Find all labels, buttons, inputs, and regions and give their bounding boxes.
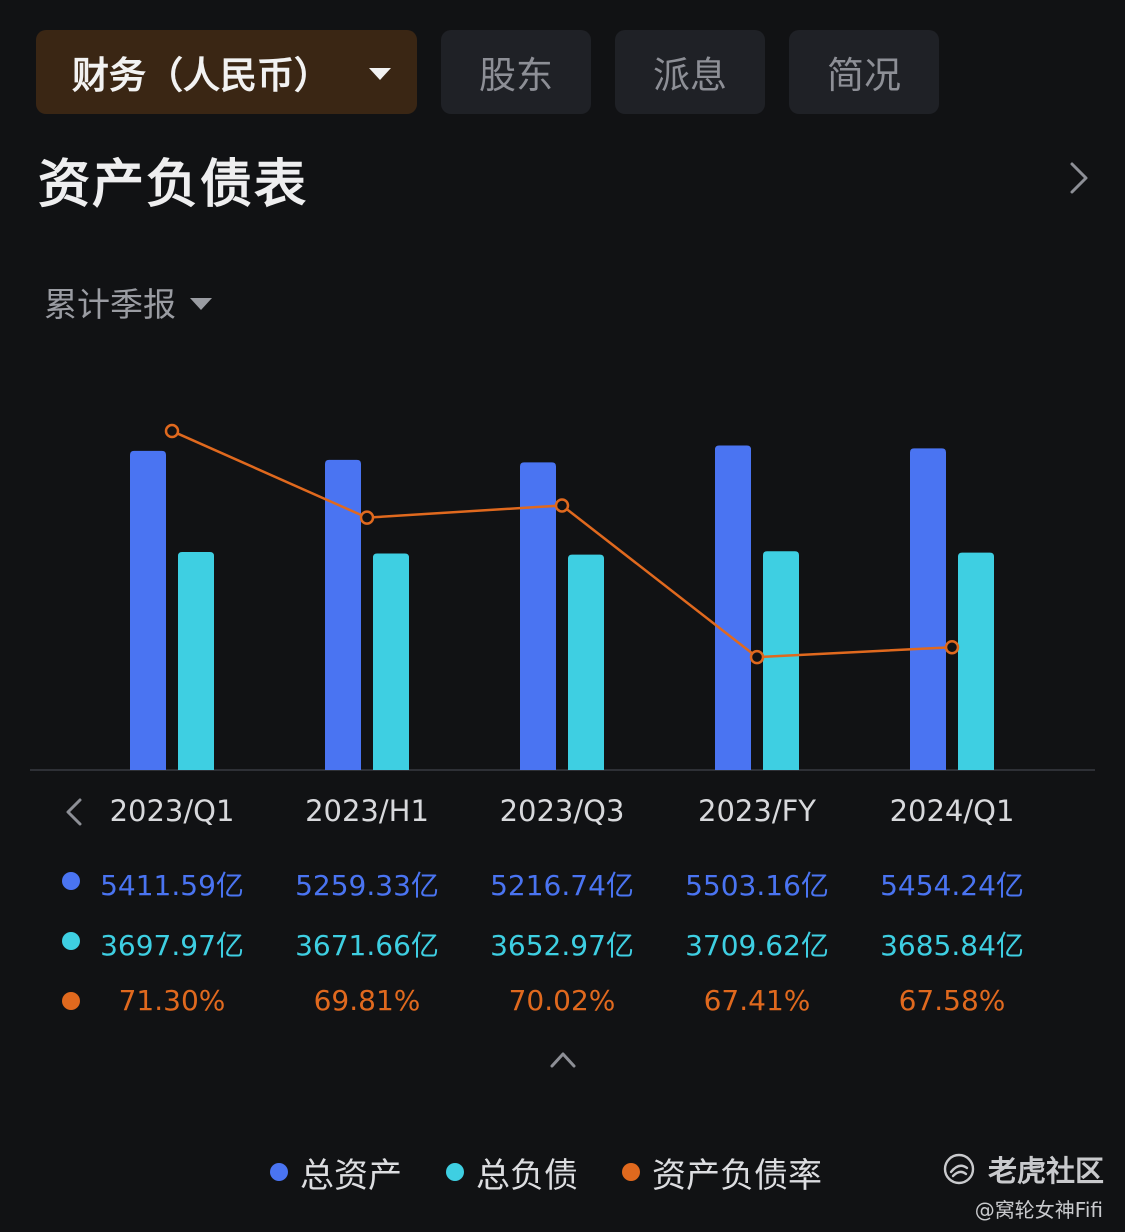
x-tick-label: 2023/Q3 <box>499 794 625 828</box>
point-debt-ratio[interactable] <box>749 649 765 665</box>
table-cell: 3697.97亿 <box>100 929 244 962</box>
bar-total-assets[interactable] <box>325 459 361 770</box>
tab-shareholders-label: 股东 <box>479 54 553 97</box>
table-cell: 67.41% <box>703 984 811 1017</box>
row-dot <box>62 872 80 890</box>
table-cell: 5503.16亿 <box>685 869 829 902</box>
chevron-left-icon[interactable] <box>60 796 88 828</box>
x-tick-label: 2023/H1 <box>305 794 429 828</box>
legend-label-total-liabilities: 总负债 <box>476 1155 578 1196</box>
chart-legend: 总资产 总负债 资产负债率 <box>270 1146 866 1198</box>
point-debt-ratio[interactable] <box>944 639 960 655</box>
row-debt-ratio: 71.30% 69.81% 70.02% 67.41% 67.58% <box>0 980 1125 1024</box>
table-cell: 3709.62亿 <box>685 929 829 962</box>
line-debt-ratio <box>171 429 953 659</box>
balance-sheet-chart <box>30 423 1095 771</box>
tab-profile[interactable]: 简况 <box>789 30 939 114</box>
bar-total-assets[interactable] <box>520 462 556 770</box>
tiger-logo-icon <box>943 1153 975 1185</box>
brand-watermark: 老虎社区 <box>942 1148 1104 1190</box>
bar-total-assets[interactable] <box>910 448 946 770</box>
bar-total-assets[interactable] <box>130 450 166 770</box>
table-cell: 3685.84亿 <box>880 929 1024 962</box>
point-debt-ratio[interactable] <box>359 510 375 525</box>
legend-dot-total-liabilities <box>446 1163 464 1181</box>
period-selector[interactable]: 累计季报 <box>44 278 212 326</box>
bar-total-liabilities[interactable] <box>763 551 799 770</box>
legend-item-total-assets: 总资产 <box>270 1148 402 1197</box>
legend-label-debt-ratio: 资产负债率 <box>652 1155 822 1196</box>
table-cell: 69.81% <box>313 984 421 1017</box>
table-cell: 5454.24亿 <box>880 869 1024 902</box>
row-dot <box>62 992 80 1010</box>
legend-item-total-liabilities: 总负债 <box>446 1148 578 1197</box>
chevron-right-icon[interactable] <box>1060 160 1096 196</box>
row-dot <box>62 932 80 950</box>
row-total-liabilities: 3697.97亿 3671.66亿 3652.97亿 3709.62亿 3685.84亿 <box>0 920 1125 964</box>
legend-dot-total-assets <box>270 1163 288 1181</box>
bar-total-liabilities[interactable] <box>568 554 604 770</box>
row-total-assets: 5411.59亿 5259.33亿 5216.74亿 5503.16亿 5454.24亿 <box>0 860 1125 904</box>
brand-name: 老虎社区 <box>988 1154 1105 1188</box>
table-cell: 3652.97亿 <box>490 929 634 962</box>
table-cell: 71.30% <box>118 984 226 1017</box>
legend-dot-debt-ratio <box>622 1163 640 1181</box>
legend-label-total-assets: 总资产 <box>300 1155 402 1196</box>
x-tick-label: 2023/Q1 <box>109 794 235 828</box>
bar-total-liabilities[interactable] <box>373 553 409 770</box>
tab-dividends-label: 派息 <box>653 54 727 97</box>
table-cell: 70.02% <box>508 984 616 1017</box>
chevron-down-icon <box>369 68 391 80</box>
x-tick-label: 2024/Q1 <box>889 794 1015 828</box>
period-selector-label: 累计季报 <box>44 285 176 324</box>
section-title: 资产负债表 <box>38 155 309 215</box>
table-cell: 67.58% <box>898 984 1006 1017</box>
x-axis-labels: 2023/Q1 2023/H1 2023/Q3 2023/FY 2024/Q1 <box>0 786 1125 838</box>
table-cell: 5216.74亿 <box>490 869 634 902</box>
bar-total-liabilities[interactable] <box>178 551 214 770</box>
tab-shareholders[interactable]: 股东 <box>441 30 591 114</box>
table-cell: 5411.59亿 <box>100 869 244 902</box>
point-debt-ratio[interactable] <box>554 498 570 513</box>
x-tick-label: 2023/FY <box>698 794 816 828</box>
tab-financials[interactable]: 财务（人民币） <box>36 30 417 114</box>
tab-bar: 财务（人民币） 股东 派息 简况 <box>36 30 939 114</box>
table-cell: 3671.66亿 <box>295 929 439 962</box>
tab-financials-label: 财务（人民币） <box>72 54 331 97</box>
chevron-up-icon[interactable] <box>548 1048 578 1070</box>
tab-dividends[interactable]: 派息 <box>615 30 765 114</box>
tab-profile-label: 简况 <box>827 54 901 97</box>
table-cell: 5259.33亿 <box>295 869 439 902</box>
legend-item-debt-ratio: 资产负债率 <box>622 1148 822 1197</box>
chevron-down-icon <box>190 298 212 310</box>
point-debt-ratio[interactable] <box>164 423 180 439</box>
bar-total-assets[interactable] <box>715 445 751 770</box>
author-credit: @窝轮女神Fifi <box>974 1198 1103 1222</box>
bar-total-liabilities[interactable] <box>958 552 994 770</box>
